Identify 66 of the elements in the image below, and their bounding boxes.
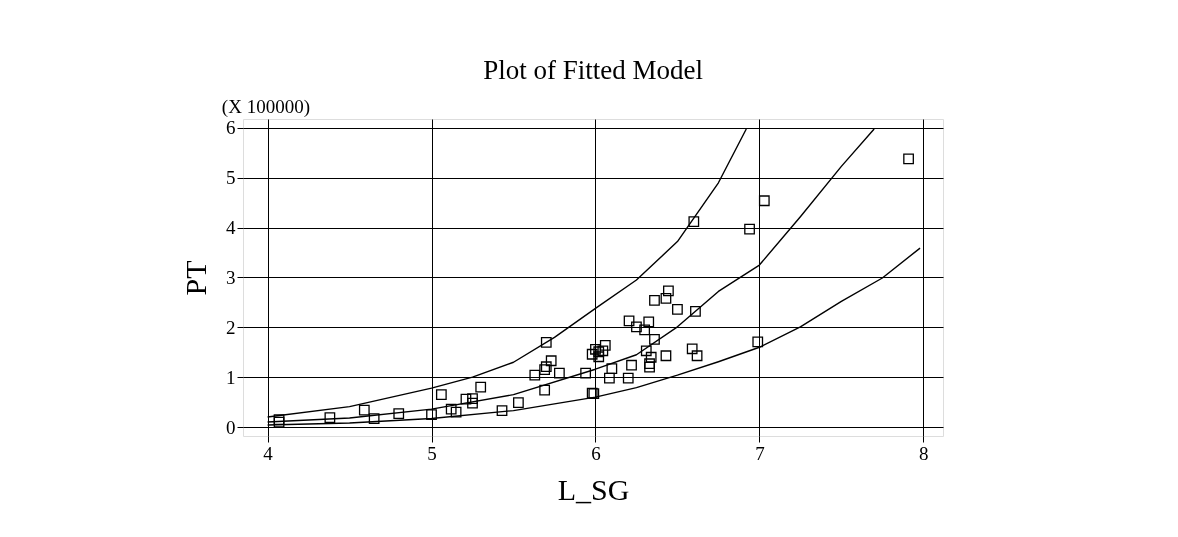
- y-tick-label: 3: [226, 267, 236, 288]
- point: [590, 343, 601, 355]
- point: [606, 363, 618, 375]
- y-axis-title: PT: [179, 260, 212, 296]
- point: [475, 381, 487, 393]
- point: [643, 316, 655, 328]
- point: [445, 403, 457, 415]
- point: [545, 355, 557, 367]
- y-tick-label: 5: [226, 167, 236, 189]
- point: [623, 315, 635, 327]
- point: [324, 412, 336, 423]
- point: [513, 397, 524, 408]
- point: [640, 345, 652, 357]
- y-tick-label: 2: [226, 316, 236, 338]
- x-tick-label: 4: [263, 442, 274, 464]
- point: [649, 333, 660, 345]
- x-tick-label: 7: [755, 442, 765, 464]
- x-tick-label: 5: [427, 442, 437, 464]
- y-tick-label: 4: [226, 217, 236, 239]
- point: [540, 336, 552, 348]
- point: [597, 345, 609, 357]
- point: [631, 321, 642, 333]
- point: [529, 369, 541, 381]
- point: [586, 348, 598, 360]
- point: [426, 409, 437, 420]
- point: [672, 304, 683, 315]
- point: [649, 295, 660, 306]
- point: [593, 351, 605, 363]
- point: [686, 343, 698, 355]
- point: [358, 404, 370, 416]
- y-tick-label: 1: [226, 366, 236, 388]
- point: [688, 216, 700, 228]
- point: [691, 350, 703, 362]
- point: [903, 153, 914, 165]
- point: [622, 372, 634, 384]
- point: [496, 405, 508, 416]
- y-tick-label: 0: [226, 416, 236, 438]
- x-tick-label: 8: [919, 442, 929, 464]
- point: [752, 336, 764, 348]
- point: [435, 389, 447, 401]
- y-tick-label: 6: [226, 117, 236, 139]
- point: [690, 306, 701, 317]
- point: [393, 408, 405, 419]
- text: (X 100000): [221, 96, 310, 118]
- point: [660, 293, 672, 304]
- point: [599, 339, 611, 351]
- point: [639, 324, 651, 336]
- point: [554, 367, 565, 379]
- point: [460, 393, 472, 405]
- point: [626, 359, 637, 371]
- point: [645, 351, 657, 363]
- point: [758, 195, 770, 207]
- point: [467, 397, 478, 409]
- point: [744, 223, 755, 235]
- point: [467, 393, 478, 405]
- point: [663, 285, 674, 297]
- point: [450, 406, 462, 418]
- point: [593, 346, 605, 358]
- point: [660, 350, 672, 362]
- point: [604, 372, 615, 384]
- point: [580, 367, 592, 379]
- point: [368, 413, 380, 424]
- x-tick-label: 6: [591, 442, 601, 464]
- chart-title: Plot of Fitted Model: [483, 55, 703, 85]
- point: [539, 384, 551, 396]
- x-axis-title: L_SG: [557, 472, 630, 506]
